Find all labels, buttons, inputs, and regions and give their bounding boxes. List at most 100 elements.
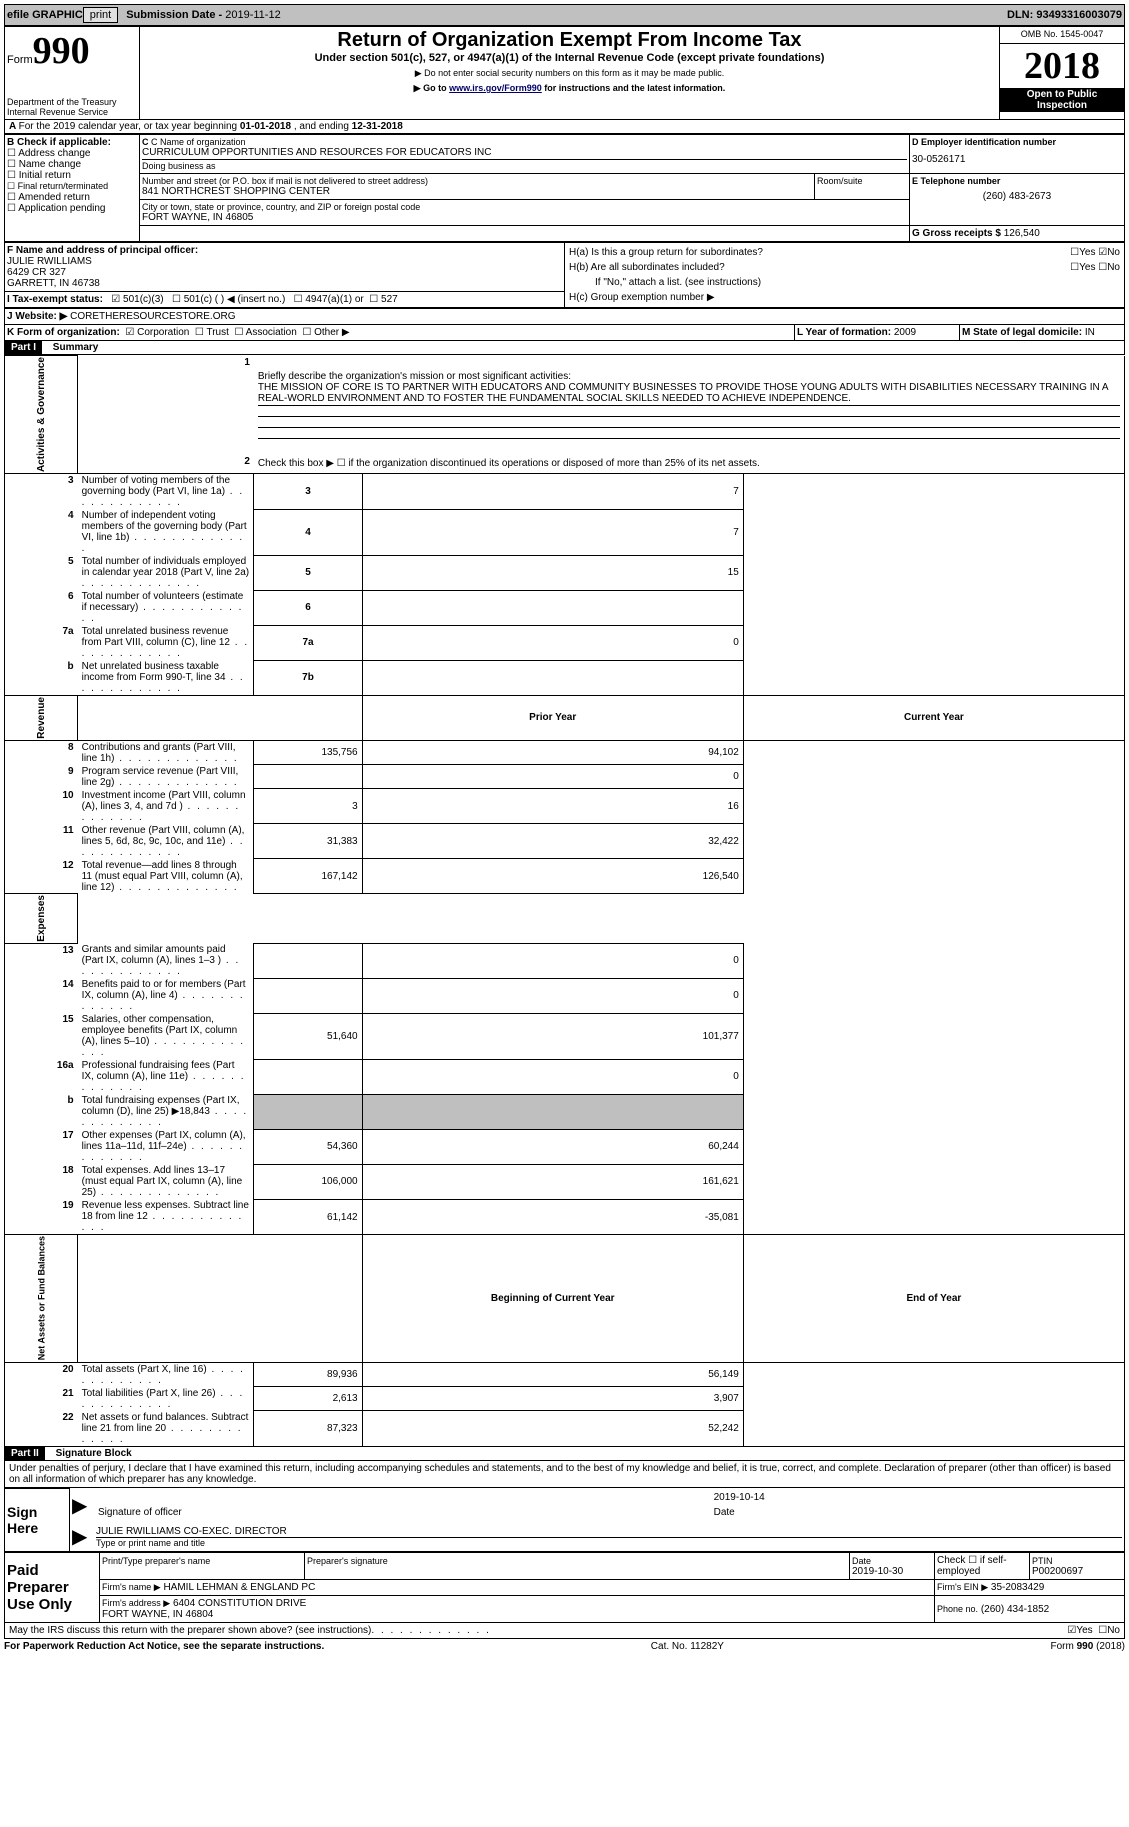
check-initial-return[interactable]: ☐ Initial return [7, 170, 71, 181]
open-inspection: Open to Public Inspection [1000, 88, 1124, 112]
dba-label: Doing business as [142, 161, 907, 171]
discuss-answer: ☑Yes ☐No [1067, 1625, 1120, 1636]
paid-preparer-block: Paid Preparer Use Only Print/Type prepar… [4, 1552, 1125, 1623]
dln-label: DLN: [1007, 9, 1033, 21]
opt-501c3[interactable]: 501(c)(3) [123, 294, 164, 305]
arrow-icon: ▶ [70, 1522, 95, 1552]
part2-bar: Part II [5, 1447, 45, 1460]
firm-phone-value: (260) 434-1852 [981, 1604, 1049, 1615]
box-c-label: C C Name of organization [142, 137, 907, 147]
box-g-label: G Gross receipts $ [912, 228, 1001, 239]
box-b-label: B Check if applicable: [7, 137, 111, 148]
form-footer: Form 990 (2018) [1051, 1641, 1125, 1652]
check-final-return[interactable]: ☐ Final return/terminated [7, 181, 108, 191]
hb-label: H(b) Are all subordinates included? [567, 260, 1003, 275]
check-address-change-label: Address change [18, 148, 90, 159]
mission-text: THE MISSION OF CORE IS TO PARTNER WITH E… [258, 382, 1108, 404]
sign-here-label: Sign Here [5, 1488, 70, 1552]
hb-yes: Yes [1079, 262, 1095, 273]
jklm-block: J Website: ▶ CORETHERESOURCESTORE.ORG K … [4, 308, 1125, 341]
section-exp: Expenses [5, 894, 78, 944]
firm-name-label: Firm's name ▶ [102, 1582, 161, 1592]
name-title-label: Type or print name and title [96, 1538, 1122, 1548]
discuss-text: May the IRS discuss this return with the… [9, 1625, 371, 1636]
street-value: 841 NORTHCREST SHOPPING CENTER [142, 186, 812, 197]
ha-label: H(a) Is this a group return for subordin… [567, 245, 1003, 260]
sig-officer-label: Signature of officer [96, 1505, 712, 1520]
line2-text: Check this box ▶ ☐ if the organization d… [254, 455, 1125, 474]
officer-name: JULIE RWILLIAMS [7, 256, 92, 267]
note-ssn: ▶ Do not enter social security numbers o… [142, 68, 997, 79]
year-formation: 2009 [894, 327, 916, 338]
section-rev: Revenue [5, 696, 78, 741]
return-subtitle: Under section 501(c), 527, or 4947(a)(1)… [142, 52, 997, 64]
irs-link[interactable]: www.irs.gov/Form990 [449, 83, 542, 93]
dln-value: 93493316003079 [1036, 9, 1122, 21]
opt-4947[interactable]: 4947(a)(1) or [305, 294, 363, 305]
check-final-return-label: Final return/terminated [18, 181, 109, 191]
top-bar: efile GRAPHIC print Submission Date - 20… [4, 4, 1125, 26]
discuss-yes: Yes [1076, 1625, 1092, 1636]
part1-title: Summary [53, 342, 99, 353]
submission-date-label: Submission Date - 2019-11-12 [126, 9, 280, 21]
fhi-block: F Name and address of principal officer:… [4, 242, 1125, 308]
box-k-label: K Form of organization: [7, 327, 120, 338]
box-e-label: E Telephone number [912, 176, 1000, 186]
check-address-change[interactable]: ☐ Address change [7, 148, 90, 159]
ptin-value: P00200697 [1032, 1566, 1083, 1577]
efile-label: efile GRAPHIC [7, 9, 83, 21]
opt-corporation[interactable]: Corporation [137, 327, 189, 338]
check-name-change[interactable]: ☐ Name change [7, 159, 81, 170]
note-goto: ▶ Go to www.irs.gov/Form990 for instruct… [142, 83, 997, 94]
telephone-value: (260) 483-2673 [912, 191, 1122, 202]
ha-answer: ☐Yes ☑No [1003, 245, 1122, 260]
hb-no: No [1107, 262, 1120, 273]
preparer-date-label: Date [852, 1556, 932, 1566]
box-d-label: D Employer identification number [912, 137, 1056, 147]
part2-title: Signature Block [56, 1448, 132, 1459]
opt-other[interactable]: Other ▶ [314, 327, 349, 338]
page-footer: For Paperwork Reduction Act Notice, see … [4, 1639, 1125, 1652]
opt-association[interactable]: Association [246, 327, 297, 338]
paid-preparer-label: Paid Preparer Use Only [5, 1553, 100, 1623]
check-application-pending[interactable]: ☐ Application pending [7, 203, 106, 214]
line-a-pre: For the 2019 calendar year, or tax year … [19, 121, 240, 132]
entity-block: B Check if applicable: ☐ Address change … [4, 134, 1125, 242]
ptin-label: PTIN [1032, 1556, 1122, 1566]
org-name: CURRICULUM OPPORTUNITIES AND RESOURCES F… [142, 147, 907, 158]
discuss-no: No [1107, 1625, 1120, 1636]
state-domicile: IN [1085, 327, 1095, 338]
box-c-label-text: C Name of organization [151, 137, 246, 147]
discuss-row: May the IRS discuss this return with the… [4, 1623, 1125, 1639]
part2-header: Part II Signature Block [4, 1447, 1125, 1461]
tax-year: 2018 [1000, 44, 1124, 88]
check-application-pending-label: Application pending [18, 203, 105, 214]
ein-value: 30-0526171 [912, 154, 1122, 165]
line-a-end: 12-31-2018 [352, 121, 403, 132]
check-name-change-label: Name change [19, 159, 81, 170]
sign-here-block: Sign Here ▶ 2019-10-14 Signature of offi… [4, 1488, 1125, 1553]
part1-header: Part I Summary [4, 341, 1125, 355]
print-button[interactable]: print [83, 7, 118, 23]
opt-trust[interactable]: Trust [206, 327, 228, 338]
submission-date-value: 2019-11-12 [225, 9, 280, 21]
self-employed-check[interactable]: Check ☐ if self-employed [935, 1553, 1030, 1580]
preparer-name-label: Print/Type preparer's name [102, 1556, 302, 1566]
submission-date-prefix: Submission Date - [126, 9, 222, 21]
officer-addr2: GARRETT, IN 46738 [7, 278, 100, 289]
sign-date-value: 2019-10-14 [712, 1490, 1122, 1505]
opt-501c[interactable]: 501(c) ( ) ◀ (insert no.) [184, 294, 286, 305]
firm-addr-label: Firm's address ▶ [102, 1598, 170, 1608]
section-nafb: Net Assets or Fund Balances [5, 1235, 78, 1362]
omb-number: OMB No. 1545-0047 [1000, 27, 1125, 44]
box-m-label: M State of legal domicile: [962, 327, 1082, 338]
part1-table: Activities & Governance 1 Briefly descri… [4, 355, 1125, 1447]
perjury-text: Under penalties of perjury, I declare th… [4, 1461, 1125, 1488]
note-goto-post: for instructions and the latest informat… [542, 83, 726, 93]
opt-527[interactable]: 527 [381, 294, 398, 305]
preparer-date-value: 2019-10-30 [852, 1566, 903, 1577]
pra-notice: For Paperwork Reduction Act Notice, see … [4, 1641, 324, 1652]
preparer-sig-label: Preparer's signature [307, 1556, 847, 1566]
hb-note: If "No," attach a list. (see instruction… [567, 275, 1122, 290]
check-amended-return[interactable]: ☐ Amended return [7, 192, 90, 203]
